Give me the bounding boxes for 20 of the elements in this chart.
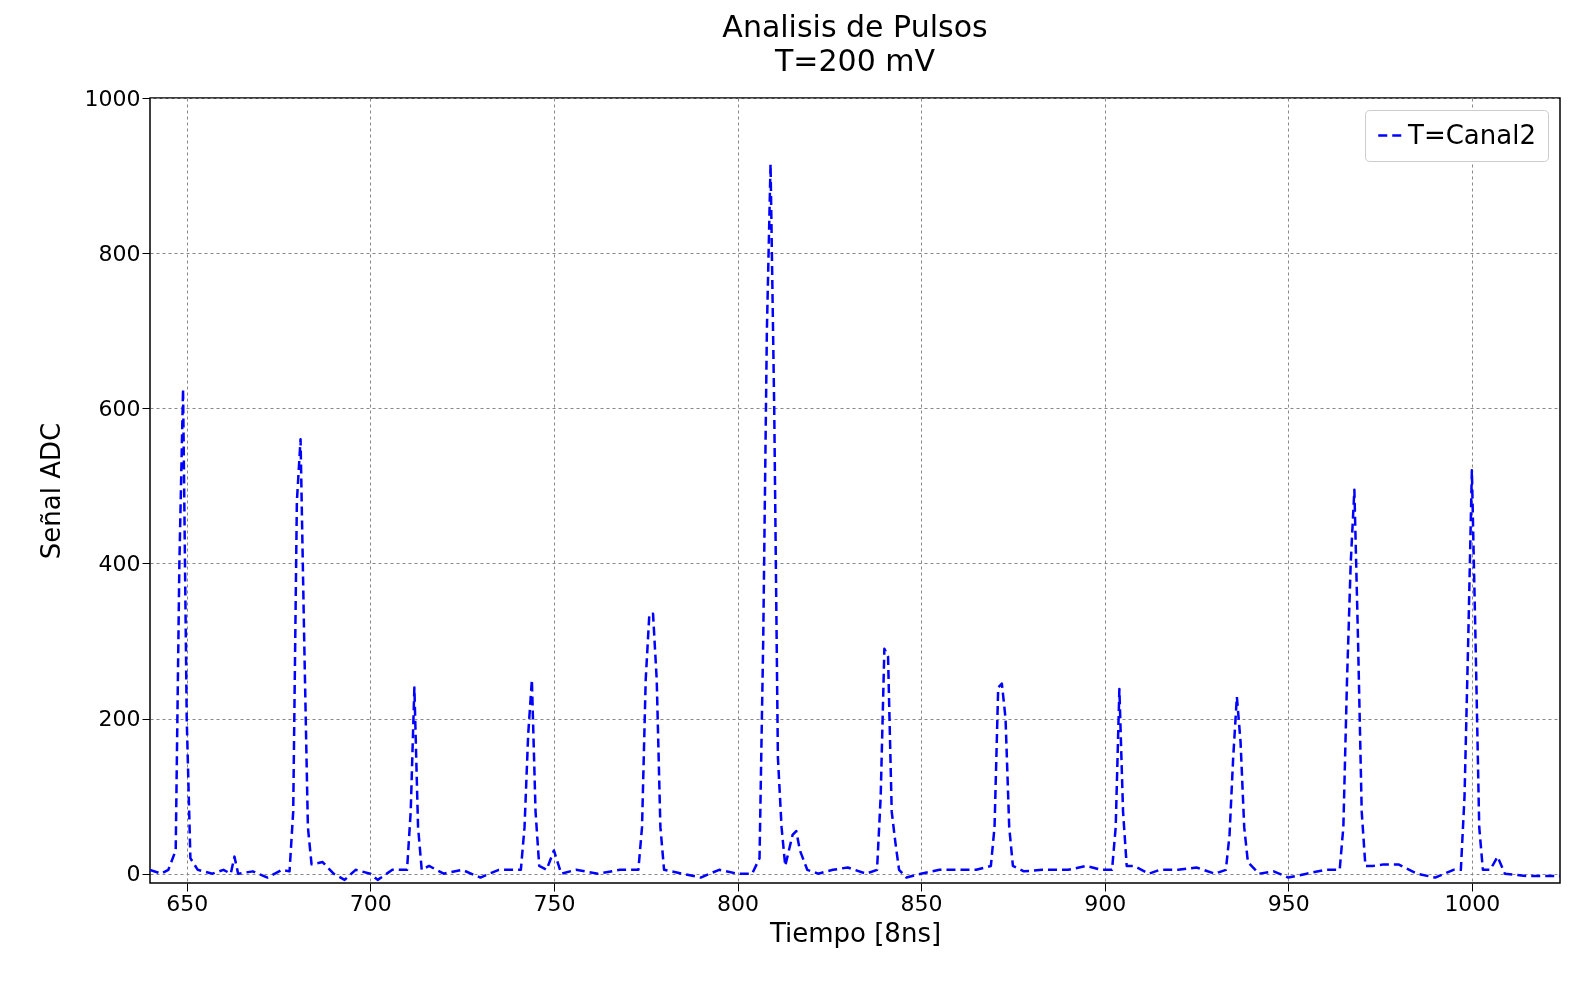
y-tick-label: 400 <box>98 550 141 576</box>
y-tick-label: 800 <box>98 240 141 266</box>
x-axis-title: Tiempo [8ns] <box>768 917 942 948</box>
x-tick-label: 1000 <box>1444 890 1501 916</box>
y-tick-label: 0 <box>126 861 141 887</box>
x-tick-label: 800 <box>717 890 759 916</box>
y-tick-label: 200 <box>98 706 141 732</box>
x-tick-label: 700 <box>349 890 392 916</box>
x-tick-label: 950 <box>1267 890 1310 916</box>
chart-subtitle: T=200 mV <box>773 43 936 78</box>
x-tick-label: 900 <box>1084 890 1127 916</box>
legend-label: T=Canal2 <box>1407 119 1536 150</box>
y-tick-label: 600 <box>98 395 141 421</box>
x-tick-label: 650 <box>166 890 209 916</box>
x-tick-label: 750 <box>533 890 576 916</box>
x-tick-label: 850 <box>900 890 943 916</box>
y-axis-title: Señal ADC <box>35 422 66 560</box>
y-tick-label: 1000 <box>84 85 141 111</box>
line-series <box>150 162 1560 882</box>
chart-title: Analisis de Pulsos <box>722 9 988 44</box>
